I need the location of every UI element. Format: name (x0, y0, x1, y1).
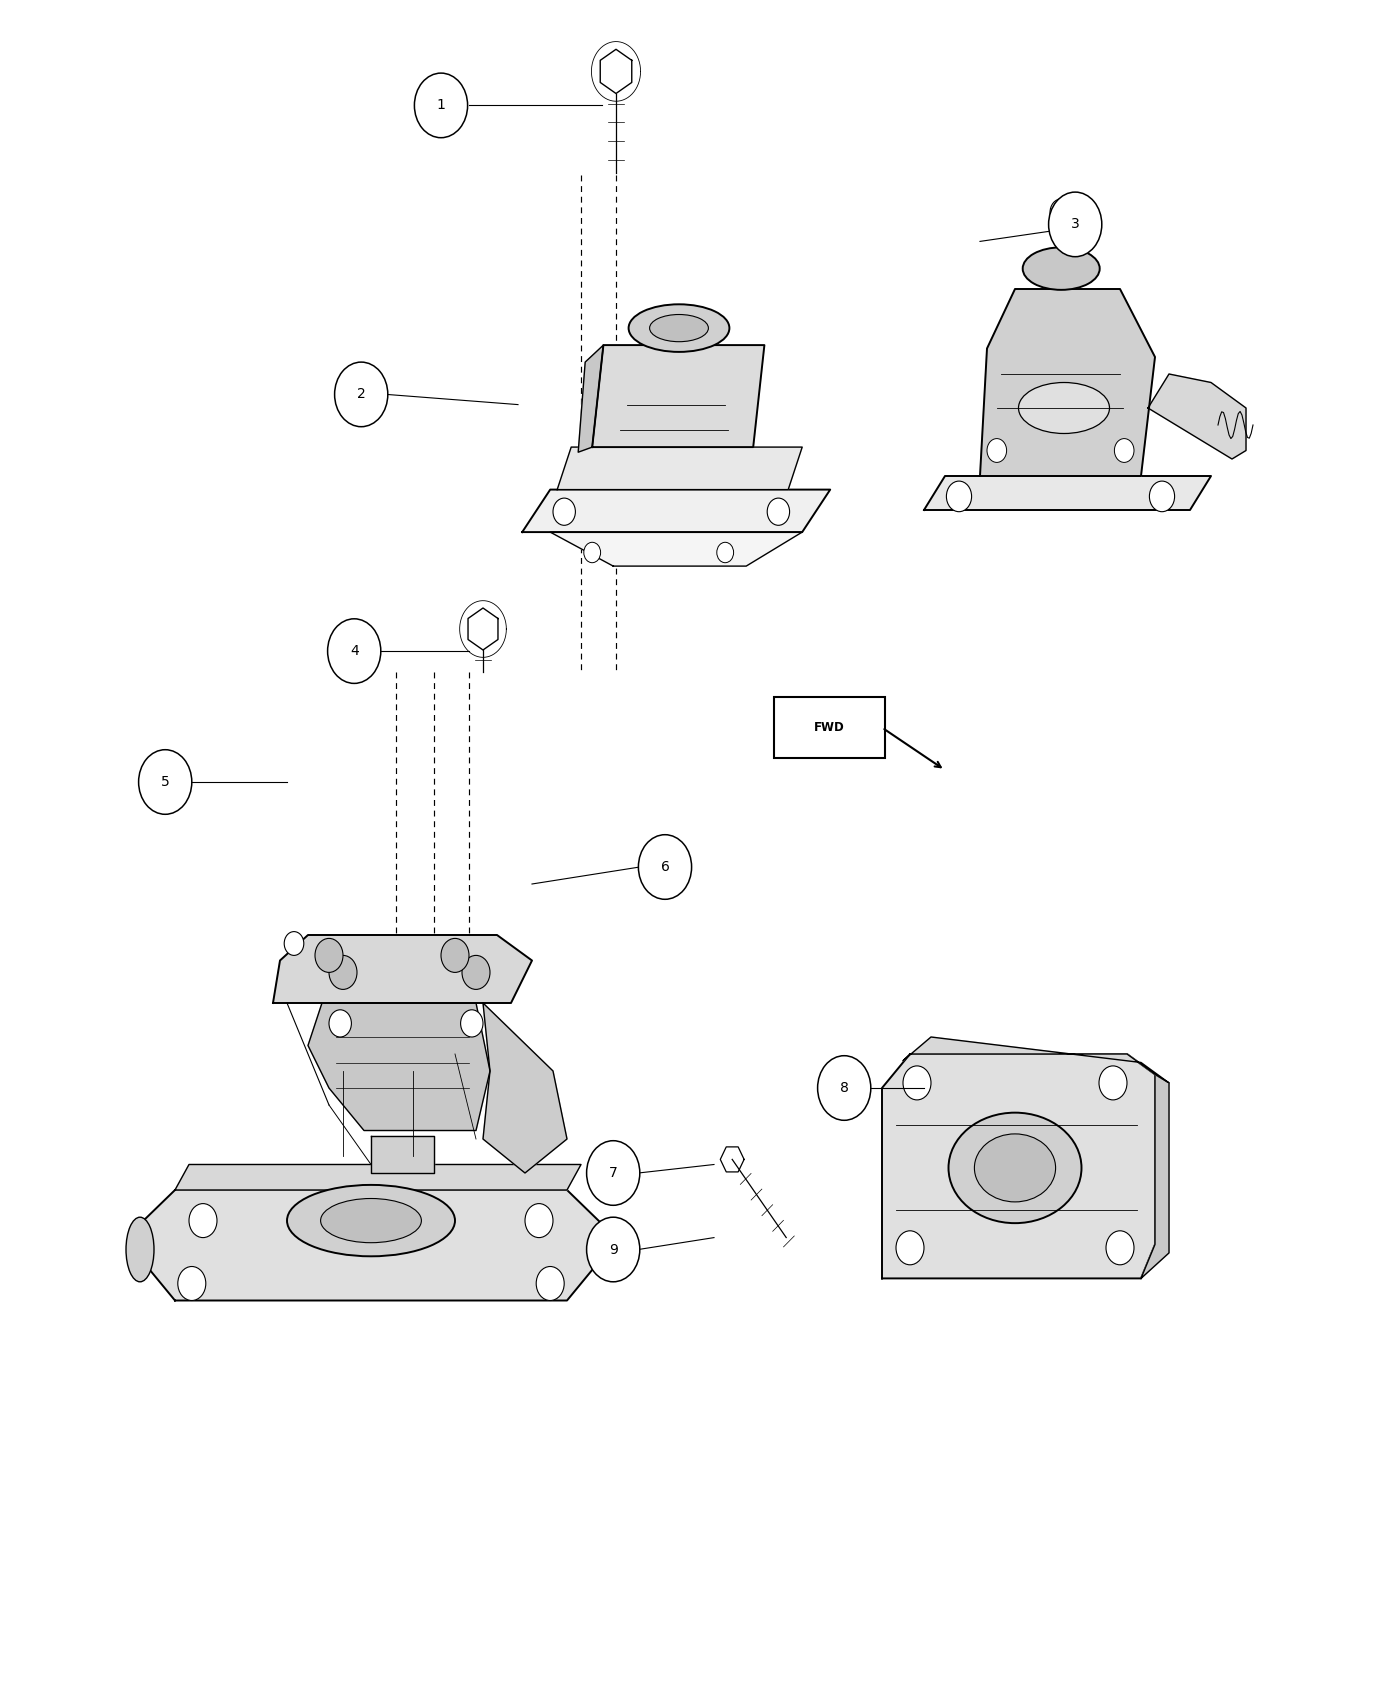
Circle shape (414, 73, 468, 138)
Polygon shape (924, 476, 1211, 510)
Polygon shape (308, 1003, 490, 1130)
Circle shape (553, 498, 575, 525)
Circle shape (587, 1217, 640, 1282)
Circle shape (818, 1056, 871, 1120)
Circle shape (525, 1204, 553, 1238)
Circle shape (462, 955, 490, 989)
Circle shape (717, 542, 734, 563)
Polygon shape (882, 1054, 1155, 1278)
Ellipse shape (650, 314, 708, 342)
Circle shape (1114, 439, 1134, 462)
Polygon shape (980, 289, 1155, 476)
Ellipse shape (949, 1114, 1081, 1224)
Circle shape (903, 1066, 931, 1100)
Text: FWD: FWD (815, 721, 844, 734)
Circle shape (178, 1266, 206, 1300)
Circle shape (767, 498, 790, 525)
Text: 7: 7 (609, 1166, 617, 1180)
Polygon shape (601, 49, 631, 94)
Circle shape (638, 835, 692, 899)
Polygon shape (721, 1148, 745, 1171)
Polygon shape (1148, 374, 1246, 459)
Ellipse shape (1019, 382, 1109, 434)
Circle shape (584, 542, 601, 563)
Circle shape (987, 439, 1007, 462)
Polygon shape (550, 532, 802, 566)
Ellipse shape (321, 1198, 421, 1243)
Circle shape (1049, 192, 1102, 257)
Circle shape (1106, 1231, 1134, 1265)
Circle shape (329, 1010, 351, 1037)
FancyBboxPatch shape (774, 697, 885, 758)
Circle shape (328, 619, 381, 683)
Circle shape (536, 1266, 564, 1300)
Ellipse shape (287, 1185, 455, 1256)
Circle shape (335, 362, 388, 427)
Polygon shape (522, 490, 830, 532)
Text: 9: 9 (609, 1243, 617, 1256)
Polygon shape (273, 935, 532, 1003)
Ellipse shape (1022, 248, 1100, 291)
Circle shape (189, 1204, 217, 1238)
Text: 1: 1 (437, 99, 445, 112)
Text: 8: 8 (840, 1081, 848, 1095)
Circle shape (329, 955, 357, 989)
Text: 3: 3 (1071, 218, 1079, 231)
Circle shape (1050, 199, 1072, 226)
Text: 5: 5 (161, 775, 169, 789)
Polygon shape (468, 609, 498, 649)
Text: 6: 6 (661, 860, 669, 874)
Circle shape (441, 938, 469, 972)
Circle shape (587, 1141, 640, 1205)
Circle shape (284, 932, 304, 955)
Polygon shape (592, 345, 764, 447)
Ellipse shape (126, 1217, 154, 1282)
Circle shape (461, 1010, 483, 1037)
Circle shape (1149, 481, 1175, 512)
Circle shape (896, 1231, 924, 1265)
Polygon shape (557, 447, 802, 490)
Circle shape (139, 750, 192, 814)
Ellipse shape (974, 1134, 1056, 1202)
Polygon shape (175, 1164, 581, 1190)
Polygon shape (1141, 1074, 1169, 1278)
Polygon shape (903, 1037, 1169, 1083)
Text: 2: 2 (357, 388, 365, 401)
Polygon shape (483, 1003, 567, 1173)
Circle shape (1099, 1066, 1127, 1100)
Circle shape (315, 938, 343, 972)
Circle shape (946, 481, 972, 512)
Polygon shape (578, 345, 603, 452)
Polygon shape (140, 1190, 602, 1300)
Text: 4: 4 (350, 644, 358, 658)
Ellipse shape (629, 304, 729, 352)
Polygon shape (371, 1136, 434, 1173)
